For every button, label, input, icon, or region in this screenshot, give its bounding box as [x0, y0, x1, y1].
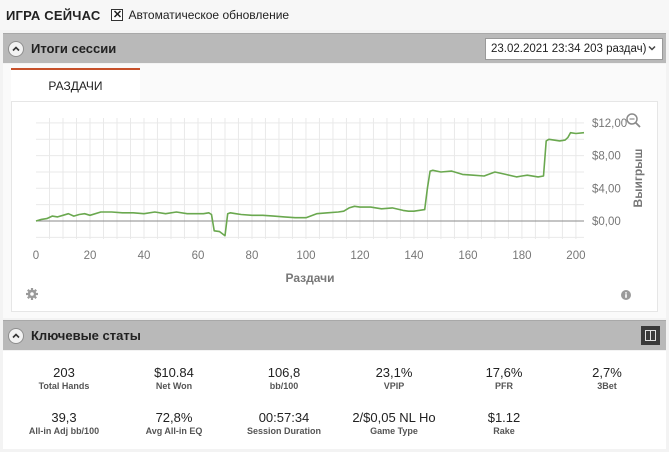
tab-hands[interactable]: РАЗДАЧИ: [11, 68, 140, 101]
stat-value: $10.84: [154, 365, 194, 380]
stat-label: Net Won: [155, 381, 193, 391]
y-tick-label: $8,00: [592, 151, 621, 163]
key-stats-panel: 203 Total Hands $10.84 Net Won 106,8 bb/…: [3, 351, 666, 449]
auto-refresh-label[interactable]: Автоматическое обновление: [128, 8, 290, 22]
x-tick-label: 60: [192, 250, 205, 262]
stat-label: All-in Adj bb/100: [28, 426, 100, 436]
stat-label: PFR: [495, 381, 513, 391]
stat-pfr: 17,6% PFR: [449, 365, 559, 391]
chart-series: [35, 131, 585, 237]
session-select[interactable]: 23.02.2021 23:34 203 раздач): [485, 38, 663, 60]
stat-value: 203: [53, 365, 75, 380]
x-tick-label: 120: [350, 250, 369, 262]
stat-game-type: 2/$0,05 NL Ho Game Type: [339, 410, 449, 436]
stat-label: Game Type: [370, 426, 418, 436]
session-select-value: 23.02.2021 23:34 203 раздач): [491, 43, 647, 55]
chevron-up-icon: [12, 45, 20, 51]
stat-value: 39,3: [51, 410, 77, 425]
stat-value: 72,8%: [155, 410, 193, 425]
winnings-chart: 0 20 40 60 80 100 120 140 160 180 200 $12,00$8,00$…: [26, 113, 645, 300]
panel-toggle-button[interactable]: [641, 326, 660, 345]
x-tick-label: 140: [404, 250, 423, 262]
chart-grid: [36, 118, 584, 239]
stat-label: Total Hands: [38, 381, 90, 391]
x-tick-label: 20: [84, 250, 97, 262]
x-tick-label: 180: [512, 250, 531, 262]
chevron-up-icon: [12, 332, 20, 338]
x-tick-label: 80: [246, 250, 259, 262]
y-tick-label: $12,00: [592, 118, 627, 130]
stat-rake: $1.12 Rake: [449, 410, 559, 436]
stat-label: Session Duration: [246, 426, 321, 436]
stat-vpip: 23,1% VPIP: [339, 365, 449, 391]
stat-value: 2,7%: [592, 365, 622, 380]
stat-label: 3Bet: [597, 381, 617, 391]
magnifier-icon[interactable]: [626, 113, 641, 128]
x-tick-label: 40: [138, 250, 151, 262]
stat-value: 00:57:34: [258, 410, 310, 425]
collapse-stats-button[interactable]: [8, 327, 24, 344]
stat-value: 2/$0,05 NL Ho: [352, 410, 436, 425]
key-stats-title: Ключевые статы: [31, 328, 141, 343]
stat-3bet: 2,7% 3Bet: [552, 365, 662, 391]
collapse-session-button[interactable]: [8, 40, 24, 57]
tab-hands-label: РАЗДАЧИ: [48, 78, 103, 93]
chart-area: 0 20 40 60 80 100 120 140 160 180 200 $12,00 $8,00 $…: [11, 101, 658, 312]
stat-allin-adj: 39,3 All-in Adj bb/100: [9, 410, 119, 436]
stat-session-duration: 00:57:34 Session Duration: [229, 410, 339, 436]
stat-avg-allin-eq: 72,8% Avg All-in EQ: [119, 410, 229, 436]
x-tick-labels: 0 20 40 60 80 100 120 140 160 180 200: [33, 250, 586, 262]
stat-value: $1.12: [487, 410, 521, 425]
stat-total-hands: 203 Total Hands: [9, 365, 119, 391]
info-icon[interactable]: [621, 290, 631, 300]
gear-icon[interactable]: [26, 288, 38, 300]
session-summary-header: Итоги сессии 23.02.2021 23:34 203 раздач…: [3, 33, 666, 63]
auto-refresh-checkbox[interactable]: ✕: [111, 9, 124, 21]
y-axis-label: Выигрыш: [631, 149, 645, 208]
chart-panel: РАЗДАЧИ 0 20 40 60 80 100 120 140 160 180 200 $12,…: [3, 64, 666, 318]
y-tick-labels: $12,00 $8,00 $4,00 $0,00: [592, 118, 627, 228]
stat-net-won: $10.84 Net Won: [119, 365, 229, 391]
stat-value: 23,1%: [375, 365, 413, 380]
winnings-line: [35, 131, 585, 237]
session-summary-title: Итоги сессии: [31, 41, 117, 56]
chevron-down-icon: [648, 45, 656, 51]
stat-value: 106,8: [267, 365, 301, 380]
stat-value: 17,6%: [485, 365, 523, 380]
y-tick-label: $0,00: [592, 216, 621, 228]
panel-toggle-icon: [645, 330, 656, 341]
x-tick-label: 100: [296, 250, 315, 262]
stat-label: VPIP: [383, 381, 405, 391]
x-tick-label: 0: [33, 250, 39, 262]
x-axis-label: Раздачи: [286, 271, 335, 285]
stat-label: Rake: [493, 426, 515, 436]
stat-label: bb/100: [269, 381, 299, 391]
stat-label: Avg All-in EQ: [145, 426, 203, 436]
stat-bb100: 106,8 bb/100: [229, 365, 339, 391]
top-bar: ИГРА СЕЙЧАС ✕ Автоматическое обновление: [0, 0, 669, 30]
key-stats-header: Ключевые статы: [3, 320, 666, 350]
y-tick-label: $4,00: [592, 183, 621, 195]
x-tick-label: 200: [566, 250, 585, 262]
x-tick-label: 160: [458, 250, 477, 262]
page-title: ИГРА СЕЙЧАС: [6, 7, 101, 23]
